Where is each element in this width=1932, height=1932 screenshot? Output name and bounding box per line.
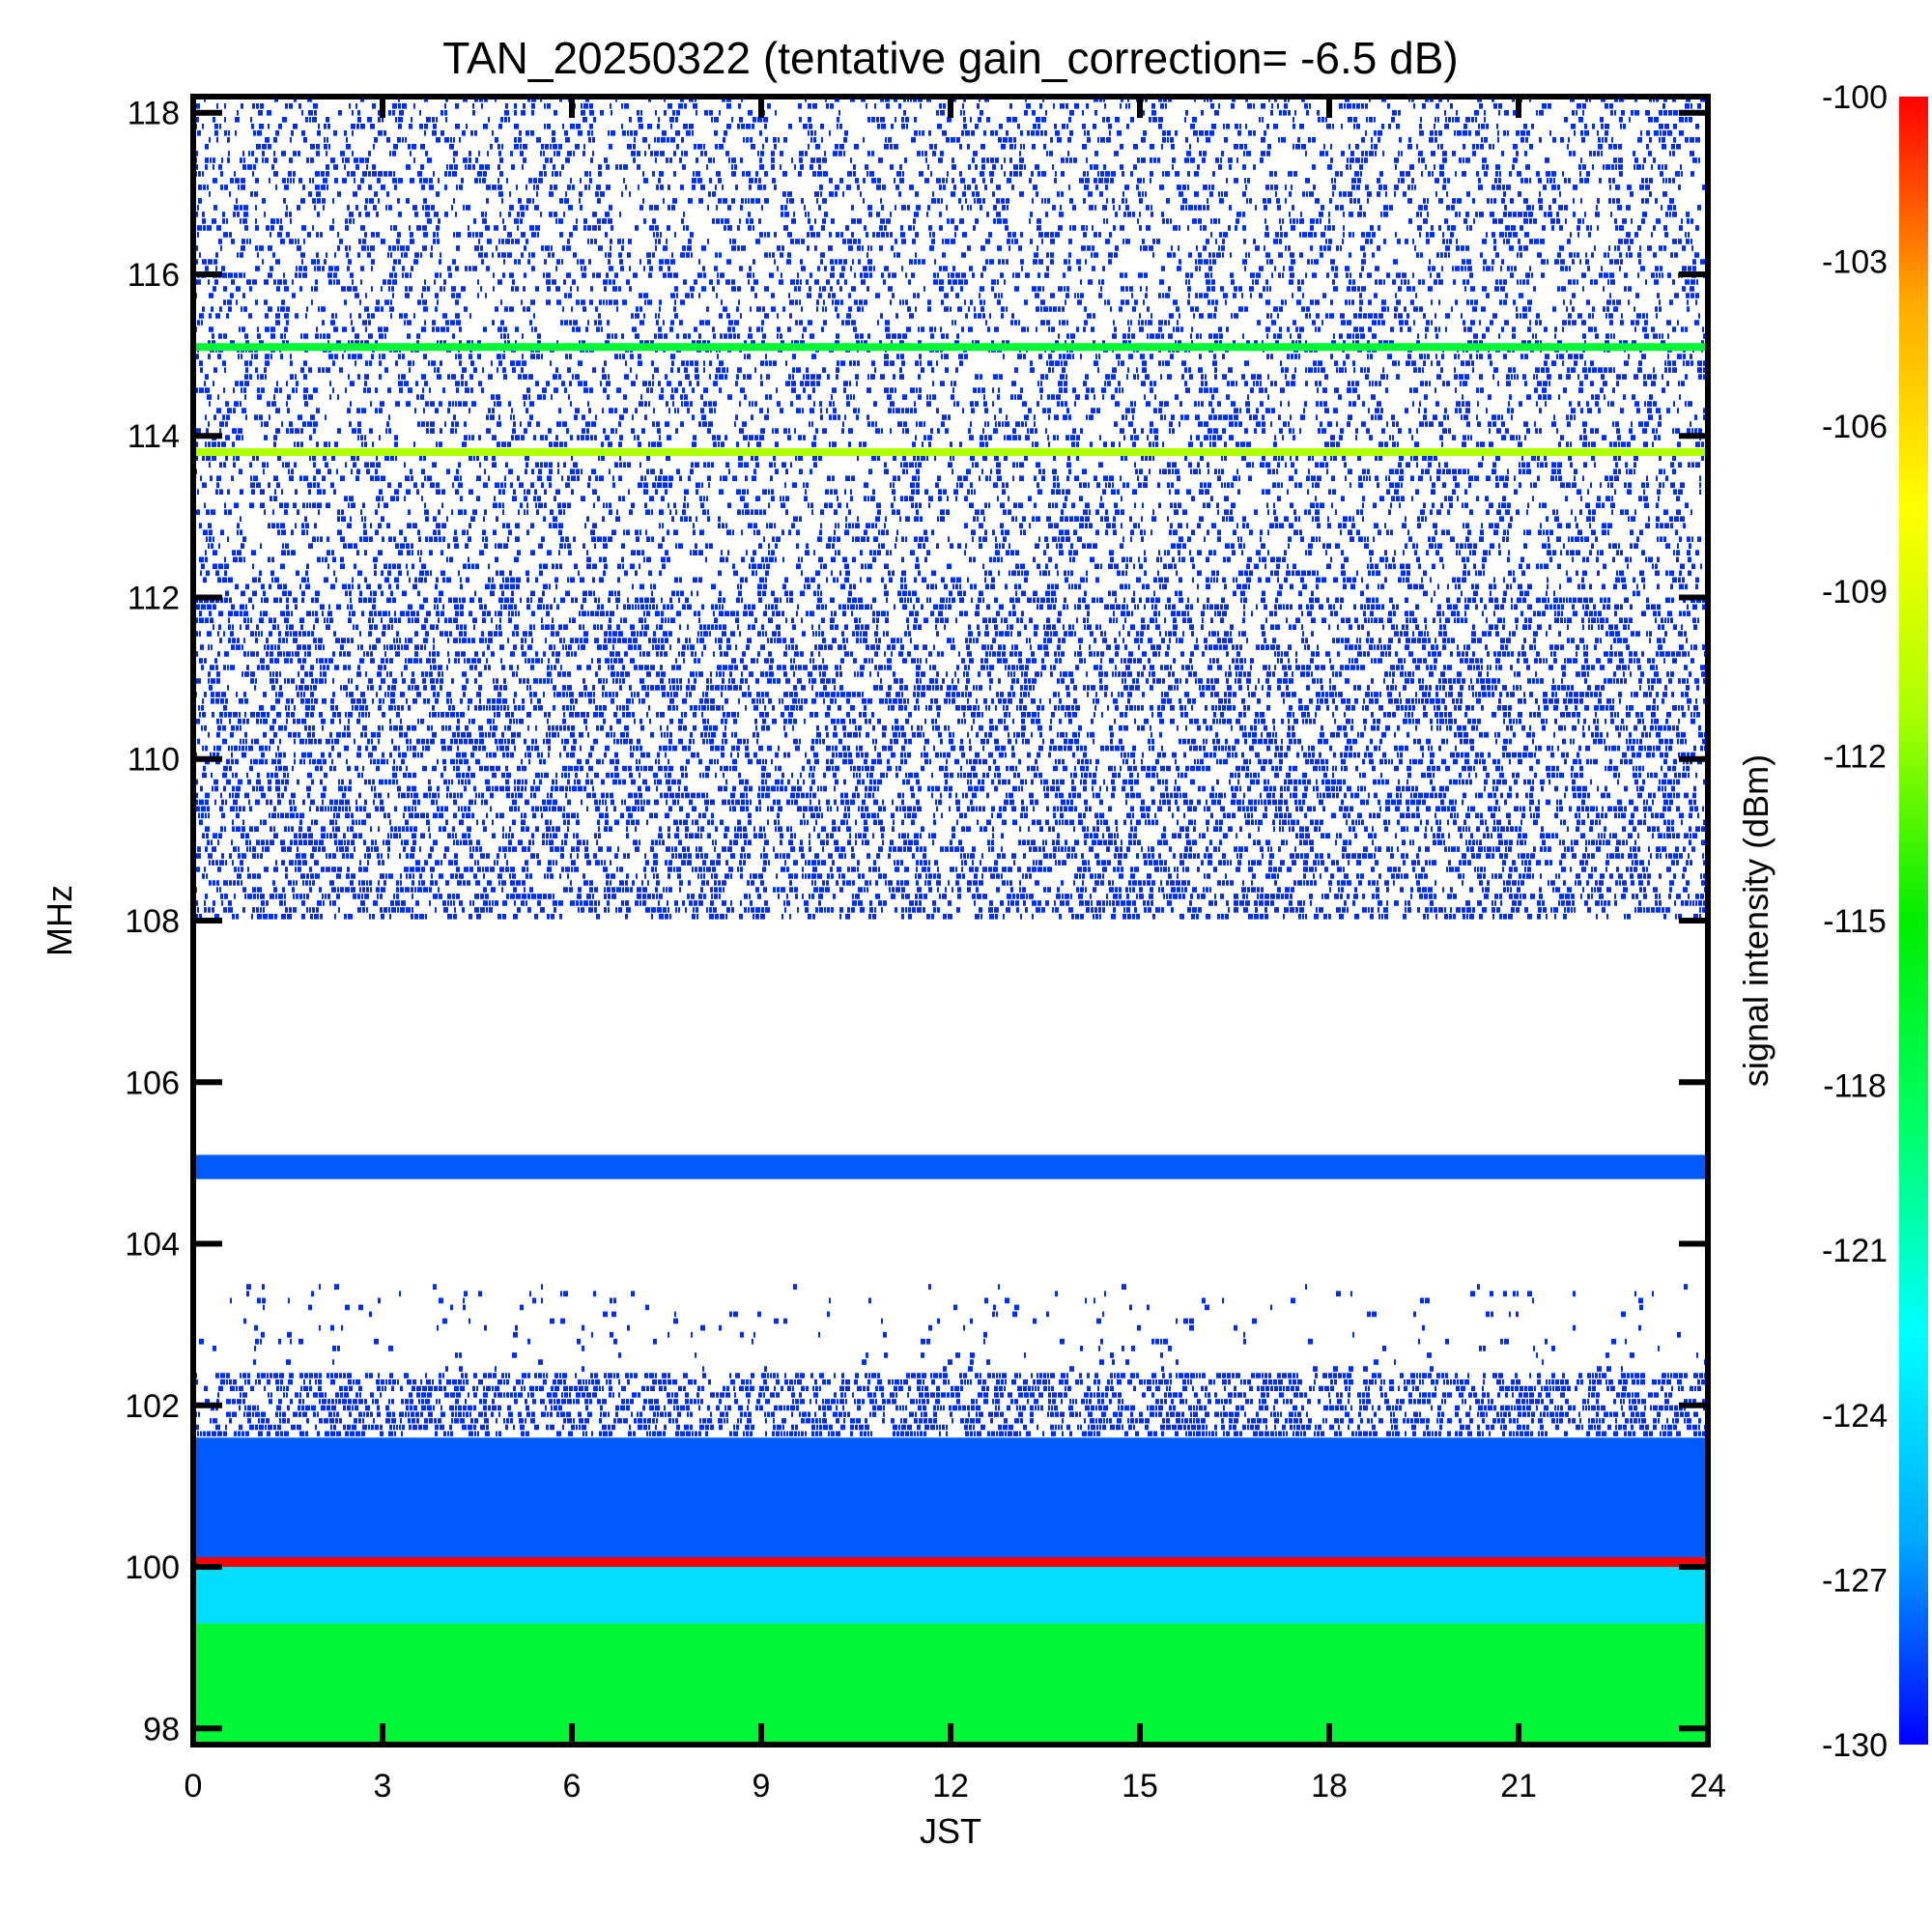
x-tick-label: 15	[1122, 1768, 1158, 1804]
y-tick-label: 102	[125, 1388, 180, 1425]
y-axis-label: MHz	[40, 885, 79, 956]
colorbar-tick-label: -112	[1823, 738, 1887, 775]
band-fill	[193, 1437, 1708, 1557]
x-tick-label: 18	[1311, 1768, 1348, 1804]
heatmap-area	[193, 97, 1708, 1745]
x-axis-label: JST	[920, 1811, 981, 1851]
band-speckle	[193, 1373, 1708, 1436]
signal-band	[193, 1373, 1708, 1436]
colorbar-tick-label: -100	[1822, 79, 1888, 116]
signal-band	[193, 1437, 1708, 1557]
x-tick-label: 21	[1500, 1768, 1537, 1804]
colorbar-ticks: -100 -103 -106 -109 -112 -115 -118 -121 -124 -127…	[1822, 79, 1888, 1764]
band-speckle	[199, 1284, 1707, 1372]
y-tick-label: 118	[128, 96, 180, 132]
colorbar-label: signal intensity (dBm)	[1736, 754, 1776, 1087]
colorbar-tick-label: -103	[1822, 244, 1888, 281]
y-tick-label: 114	[128, 418, 180, 455]
band-speckle	[193, 597, 1708, 920]
x-tick-label: 6	[563, 1768, 582, 1804]
band-fill	[193, 1154, 1708, 1179]
y-tick-label: 104	[125, 1227, 180, 1264]
colorbar-tick-label: -121	[1822, 1233, 1888, 1269]
signal-band	[193, 1556, 1708, 1568]
chart-title: TAN_20250322 (tentative gain_correction=…	[442, 33, 1458, 83]
x-tick-label: 0	[185, 1768, 203, 1804]
band-fill	[193, 1567, 1708, 1624]
signal-band	[199, 1284, 1707, 1372]
signal-band	[193, 97, 1708, 597]
colorbar-tick-label: -124	[1822, 1398, 1888, 1435]
signal-band	[193, 1567, 1708, 1624]
y-tick-label: 116	[128, 257, 180, 294]
y-tick-label: 100	[125, 1549, 180, 1586]
x-tick-label: 3	[374, 1768, 392, 1804]
y-tick-label: 108	[125, 903, 180, 940]
colorbar-tick-label: -118	[1823, 1068, 1887, 1105]
signal-band	[193, 1154, 1708, 1179]
y-tick-label: 112	[128, 580, 180, 616]
x-axis: 0 3 6 9 12 15 18 21 24	[185, 97, 1726, 1804]
band-fill	[193, 1556, 1708, 1568]
y-tick-label: 110	[128, 742, 180, 779]
colorbar-tick-label: -115	[1823, 903, 1887, 940]
y-tick-label: 98	[143, 1711, 180, 1747]
y-tick-label: 106	[125, 1065, 180, 1101]
x-tick-label: 12	[932, 1768, 969, 1804]
y-axis: 98 100 102 104 106 108 110 112 114 116 118	[125, 96, 1708, 1747]
colorbar-tick-label: -109	[1822, 574, 1888, 611]
carrier-line	[193, 447, 1708, 456]
colorbar-tick-label: -130	[1822, 1727, 1888, 1764]
carrier-line	[193, 343, 1708, 352]
colorbar-tick-label: -127	[1822, 1562, 1888, 1599]
x-tick-label: 24	[1690, 1768, 1726, 1804]
colorbar-tick-label: -106	[1822, 409, 1888, 445]
colorbar	[1899, 97, 1928, 1745]
x-tick-label: 9	[753, 1768, 771, 1804]
band-speckle	[193, 97, 1708, 597]
signal-band	[193, 597, 1708, 920]
